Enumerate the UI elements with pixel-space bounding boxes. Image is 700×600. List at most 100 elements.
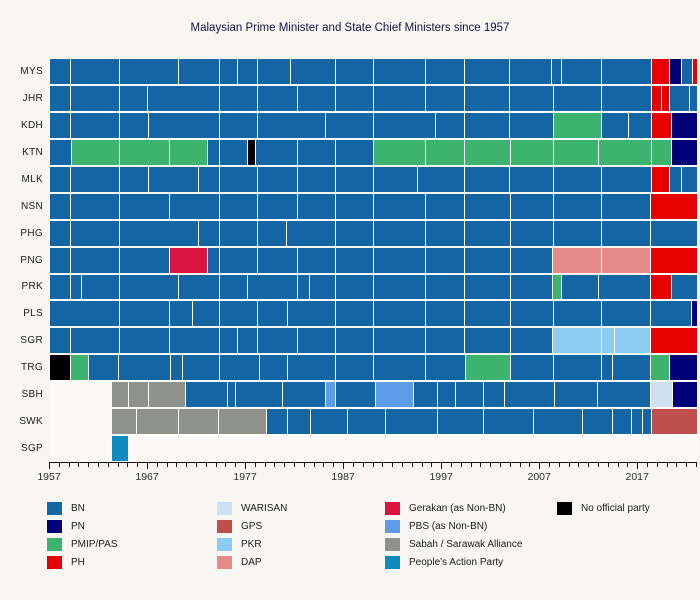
segment-mlk-bn: [600, 166, 651, 192]
legend-swatch-gps: [217, 520, 232, 533]
segment-nsn-bn: [168, 193, 219, 219]
segment-png-bn: [335, 247, 374, 273]
segment-sgr-bn: [335, 328, 374, 354]
row-label-swk: SWK: [19, 416, 43, 428]
legend-label-pn: PN: [71, 521, 85, 532]
segment-png-bn: [297, 247, 336, 273]
legend-item-alliance: Sabah / Sarawak Alliance: [385, 538, 522, 551]
plot-rows: [49, 58, 697, 462]
segment-jhr-bn: [49, 85, 70, 111]
minor-tick: [696, 463, 698, 467]
segment-pls-bn: [256, 301, 288, 327]
segment-nsn-bn: [373, 193, 426, 219]
segment-sgr-bn: [297, 328, 336, 354]
segment-mlk-bn: [335, 166, 374, 192]
segment-kdh-bn: [148, 112, 219, 138]
segment-pls-bn: [552, 301, 601, 327]
segment-png-bn: [425, 247, 464, 273]
segment-swk-bn: [533, 409, 583, 435]
segment-trg-bn: [117, 355, 170, 381]
segment-phg-bn: [509, 220, 553, 246]
segment-swk-alliance: [178, 409, 218, 435]
minor-tick: [450, 463, 452, 467]
row-label-mlk: MLK: [21, 173, 43, 185]
segment-kdh-ph: [650, 112, 671, 138]
segment-mlk-bn: [416, 166, 464, 192]
row-label-kdh: KDH: [20, 119, 43, 131]
tick-label-1967: 1967: [135, 471, 159, 483]
segment-sgr-pkr: [551, 328, 601, 354]
segment-ktn-pas: [463, 139, 510, 165]
segment-mys-bn: [373, 59, 426, 84]
minor-tick: [666, 463, 668, 467]
legend-label-gerakan: Gerakan (as Non-BN): [409, 503, 506, 514]
segment-swk-gps: [650, 409, 697, 435]
segment-phg-bn: [118, 220, 198, 246]
minor-tick: [499, 463, 501, 467]
minor-tick: [196, 463, 198, 467]
segment-ktn-bn: [206, 139, 219, 165]
segment-sgr-bn: [69, 328, 119, 354]
row-label-mys: MYS: [20, 65, 43, 77]
segment-trg-bn: [182, 355, 219, 381]
legend-label-dap: DAP: [241, 557, 262, 568]
timeline-row-kdh: [49, 112, 697, 139]
segment-sgr-bn: [256, 328, 298, 354]
segment-pls-bn: [335, 301, 374, 327]
timeline-row-mys: [49, 58, 697, 85]
segment-prk-bn: [560, 274, 598, 300]
segment-kdh-bn: [325, 112, 374, 138]
segment-sgr-bn: [425, 328, 464, 354]
segment-mlk-ph: [650, 166, 669, 192]
segment-ktn-pas: [597, 139, 651, 165]
segment-nsn-bn: [335, 193, 374, 219]
legend-item-pkr: PKR: [217, 538, 262, 551]
segment-mlk-bn: [148, 166, 198, 192]
minor-tick: [401, 463, 403, 467]
segment-jhr-bn: [425, 85, 464, 111]
segment-sbh-alliance: [110, 382, 129, 408]
segment-png-bn: [256, 247, 298, 273]
segment-phg-bn: [198, 220, 219, 246]
segment-sgr-bn: [118, 328, 169, 354]
segment-jhr-ph: [660, 85, 669, 111]
segment-ktn-bn: [49, 139, 71, 165]
minor-tick: [303, 463, 305, 467]
segment-mys-bn: [237, 59, 257, 84]
segment-trg-pas: [69, 355, 89, 381]
segment-prk-bn: [509, 274, 552, 300]
minor-tick: [186, 463, 188, 467]
segment-png-bn: [118, 247, 169, 273]
major-tick-1987: [343, 463, 345, 469]
row-label-pls: PLS: [23, 308, 43, 320]
timeline-row-prk: [49, 274, 697, 301]
segment-pls-bn: [463, 301, 510, 327]
segment-prk-bn: [118, 274, 179, 300]
segment-swk-alliance: [217, 409, 266, 435]
segment-ktn-none: [247, 139, 255, 165]
segment-mys-bn: [256, 59, 291, 84]
legend-swatch-bn: [47, 502, 62, 515]
segment-pls-bn: [600, 301, 650, 327]
segment-jhr-bn: [552, 85, 601, 111]
segment-png-bn: [206, 247, 219, 273]
minor-tick: [519, 463, 521, 467]
segment-jhr-bn: [256, 85, 298, 111]
legend-swatch-pas: [47, 538, 62, 551]
segment-mlk-bn: [681, 166, 697, 192]
segment-prk-bn: [297, 274, 309, 300]
segment-sbh-bn: [483, 382, 504, 408]
timeline-row-sgr: [49, 327, 697, 354]
segment-mys-bn: [218, 59, 238, 84]
segment-prk-bn: [373, 274, 426, 300]
segment-phg-bn: [649, 220, 697, 246]
segment-mlk-bn: [463, 166, 509, 192]
segment-nsn-bn: [552, 193, 601, 219]
segment-sbh-bn: [437, 382, 455, 408]
row-label-jhr: JHR: [22, 92, 43, 104]
segment-swk-bn: [582, 409, 612, 435]
segment-kdh-bn: [218, 112, 257, 138]
segment-ktn-pas: [168, 139, 207, 165]
minor-tick: [431, 463, 433, 467]
row-label-png: PNG: [20, 254, 43, 266]
